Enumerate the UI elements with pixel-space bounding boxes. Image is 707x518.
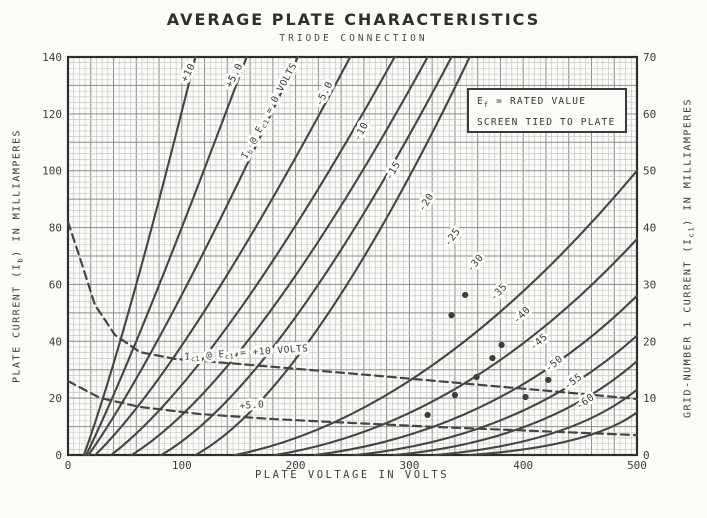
plate-curve-label-0: Ib @ Ec1 = 0 VOLTS: [239, 61, 300, 161]
y-right-tick-label: 60: [643, 108, 656, 121]
data-dot: [489, 354, 496, 362]
y-left-tick-label: 0: [55, 449, 62, 462]
y-right-tick-label: 0: [643, 449, 650, 462]
y-left-tick-label: 20: [49, 392, 62, 405]
y-right-tick-label: 50: [643, 165, 656, 178]
y-right-tick-label: 20: [643, 335, 656, 348]
data-dot: [473, 374, 480, 381]
y-right-tick-label: 10: [643, 392, 656, 405]
grid-current-curve-1: [66, 220, 639, 401]
plate-curve--35: [274, 237, 639, 457]
data-dots: [424, 291, 552, 419]
chart-subtitle: TRIODE CONNECTION: [279, 33, 428, 44]
plate-curve-label--45: -45: [528, 332, 550, 353]
y-left-tick-label: 140: [42, 51, 62, 64]
plot-frame: [66, 55, 639, 457]
y-axis-title-left: PLATE CURRENT (Ib) IN MILLIAMPERES: [11, 128, 25, 384]
x-axis-title: PLATE VOLTAGE IN VOLTS: [254, 469, 450, 481]
plate-curve--15: [130, 55, 429, 457]
data-dot: [448, 312, 455, 319]
plate-curve-label--40: -40: [511, 305, 533, 327]
y-right-tick-label: 30: [643, 278, 656, 291]
plate-curve--10: [110, 55, 396, 457]
x-tick-label: 400: [513, 459, 533, 472]
data-dot: [498, 341, 505, 349]
x-tick-label: 0: [65, 459, 72, 472]
plate-curve--55: [433, 388, 639, 457]
x-tick-label: 100: [172, 459, 192, 472]
conditions-note: Ef = RATED VALUE SCREEN TIED TO PLATE: [467, 88, 627, 133]
plate-curve-label--5.0: -5.0: [314, 80, 336, 108]
y-right-tick-label: 70: [643, 51, 656, 64]
data-dot: [462, 291, 469, 299]
plate-curve--45: [353, 334, 639, 457]
plate-curve-label--55: -55: [562, 372, 584, 393]
x-tick-label: 500: [627, 459, 647, 472]
chart-title: AVERAGE PLATE CHARACTERISTICS: [166, 10, 541, 29]
y-left-tick-label: 80: [49, 222, 62, 235]
y-left-tick-label: 40: [49, 335, 62, 348]
plate-curve-+5.0: [85, 55, 248, 457]
plate-curves: [66, 55, 639, 457]
plate-curve--5.0: [94, 55, 352, 457]
data-dot: [451, 391, 459, 399]
data-dot: [522, 393, 529, 401]
conditions-line-1: Ef = RATED VALUE: [477, 96, 587, 109]
plate-curve-label--25: -25: [443, 226, 463, 248]
plate-curve--50: [393, 360, 639, 457]
plate-curve--40: [313, 294, 639, 457]
tick-labels: 0 100 200 300 400 500020406080100120140010203…: [42, 51, 656, 472]
plate-curve-+10: [82, 55, 197, 457]
data-dot: [545, 376, 552, 384]
y-right-tick-label: 40: [643, 222, 656, 235]
conditions-line-2: SCREEN TIED TO PLATE: [477, 116, 616, 128]
y-axis-title-right: GRID-NUMBER 1 CURRENT (Ic1) IN MILLIAMPE…: [682, 97, 696, 419]
data-dot: [424, 411, 431, 419]
plate-curve--20: [160, 55, 453, 457]
grid-current-curve-2: [66, 379, 639, 437]
y-left-tick-label: 100: [42, 165, 62, 178]
plate-curve--25: [194, 55, 471, 457]
x-tick-label: 200: [286, 459, 306, 472]
y-left-tick-label: 60: [49, 278, 62, 291]
x-tick-label: 300: [399, 459, 419, 472]
plate-curve--60: [468, 411, 639, 457]
plate-curve-label--50: -50: [543, 354, 565, 375]
plate-curve-label--10: -10: [352, 121, 371, 143]
y-left-tick-label: 120: [42, 108, 62, 121]
plate-curve--30: [234, 169, 639, 457]
plate-curve-0: [87, 55, 299, 457]
grid-current-label-2: +5.0: [239, 399, 265, 412]
